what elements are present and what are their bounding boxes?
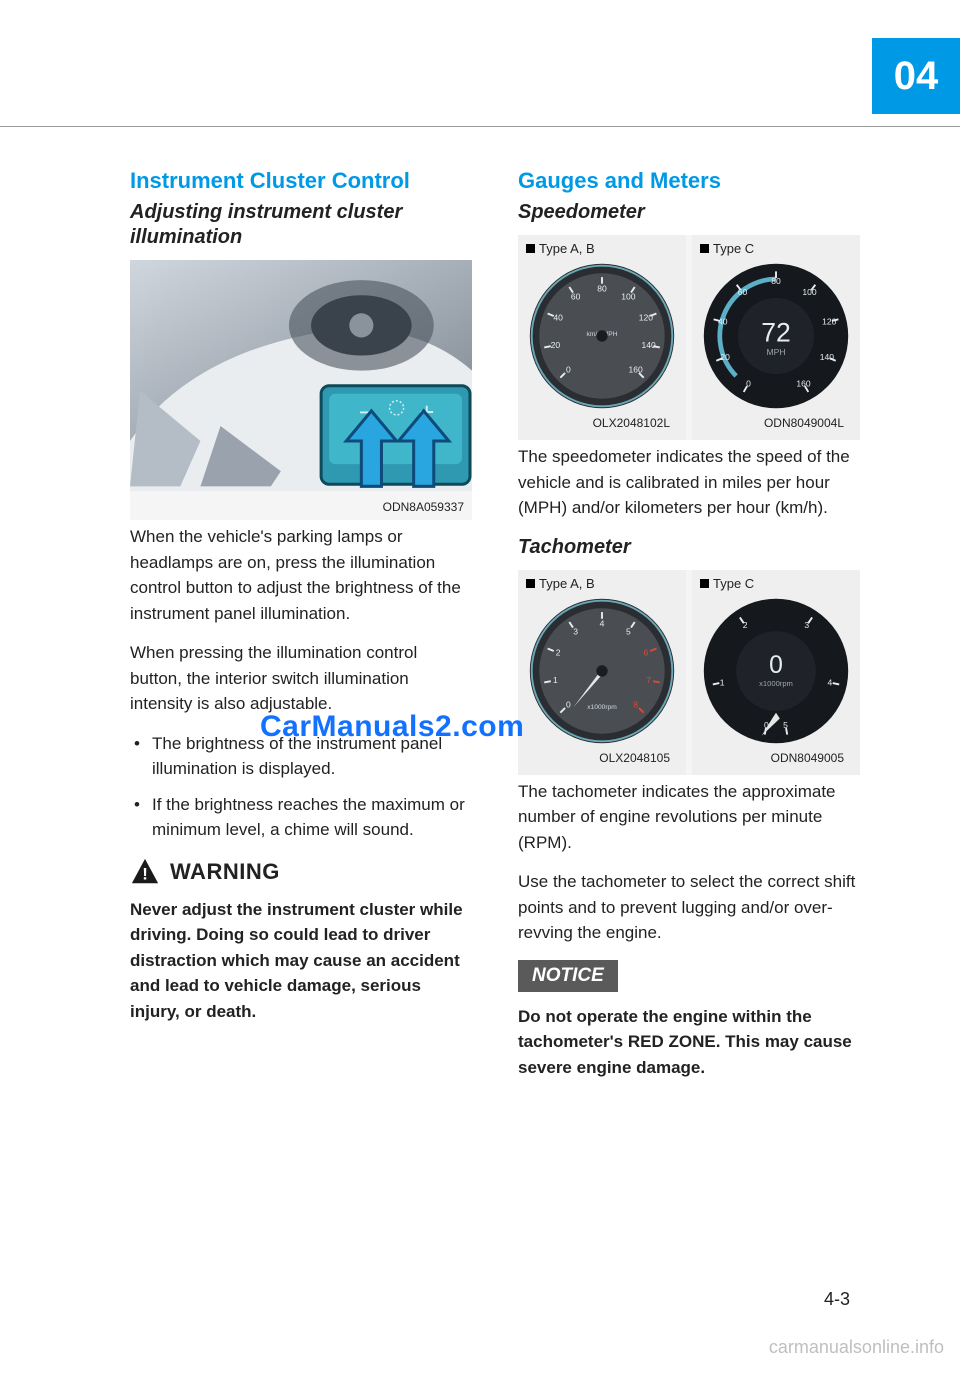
svg-text:100: 100 bbox=[621, 291, 636, 301]
svg-text:160: 160 bbox=[628, 364, 643, 374]
svg-text:40: 40 bbox=[553, 313, 563, 323]
section-heading-right: Gauges and Meters bbox=[518, 168, 860, 194]
paragraph: Use the tachometer to select the correct… bbox=[518, 869, 860, 946]
figure-code: OLX2048102L bbox=[526, 412, 678, 436]
svg-text:!: ! bbox=[142, 864, 148, 883]
tachometer-figure: Type A, B 012345678 x1000rpm OLX2048105 … bbox=[518, 570, 860, 775]
svg-text:160: 160 bbox=[796, 379, 811, 389]
subheading-left: Adjusting instrument cluster illuminatio… bbox=[130, 200, 472, 250]
svg-text:4: 4 bbox=[600, 618, 605, 628]
svg-text:1: 1 bbox=[553, 675, 558, 685]
svg-text:120: 120 bbox=[639, 313, 654, 323]
svg-text:x1000rpm: x1000rpm bbox=[759, 679, 793, 688]
svg-text:72: 72 bbox=[761, 318, 791, 348]
speedometer-gauge-c: 72 MPH 0 20 40 60 80 100 120 140 160 bbox=[700, 260, 852, 412]
svg-text:0: 0 bbox=[769, 651, 783, 678]
svg-text:1: 1 bbox=[720, 677, 725, 687]
svg-text:140: 140 bbox=[820, 352, 835, 362]
watermark-text: CarManuals2.com bbox=[260, 710, 524, 744]
svg-text:80: 80 bbox=[771, 276, 781, 286]
figure-code: ODN8049004L bbox=[700, 412, 852, 436]
chapter-tab: 04 bbox=[872, 38, 960, 114]
svg-text:2: 2 bbox=[743, 620, 748, 630]
paragraph: When pressing the illumination control b… bbox=[130, 640, 472, 717]
svg-text:5: 5 bbox=[626, 626, 631, 636]
paragraph: The speedometer indicates the speed of t… bbox=[518, 444, 860, 521]
warning-title: WARNING bbox=[170, 859, 280, 885]
list-item: If the brightness reaches the maximum or… bbox=[130, 792, 472, 843]
svg-text:0: 0 bbox=[746, 379, 751, 389]
svg-text:20: 20 bbox=[551, 340, 561, 350]
svg-text:80: 80 bbox=[597, 283, 607, 293]
notice-badge: NOTICE bbox=[518, 960, 618, 992]
warning-header: ! WARNING bbox=[130, 857, 472, 887]
speedometer-figure: Type A, B 020406080100120140160 km/h MPH… bbox=[518, 235, 860, 440]
svg-text:7: 7 bbox=[646, 675, 651, 685]
paragraph: The tachometer indicates the approximate… bbox=[518, 779, 860, 856]
svg-text:8: 8 bbox=[633, 699, 638, 709]
bullet-list: The brightness of the instrument panel i… bbox=[130, 731, 472, 843]
tachometer-gauge-c: 0 x1000rpm 012345 bbox=[700, 595, 852, 747]
svg-text:0: 0 bbox=[566, 364, 571, 374]
svg-text:60: 60 bbox=[738, 287, 748, 297]
type-label: Type A, B bbox=[526, 241, 678, 256]
type-label: Type A, B bbox=[526, 576, 678, 591]
tachometer-heading: Tachometer bbox=[518, 535, 860, 560]
paragraph: When the vehicle's parking lamps or head… bbox=[130, 524, 472, 626]
warning-icon: ! bbox=[130, 857, 160, 887]
figure-code: ODN8A059337 bbox=[130, 496, 472, 520]
dashboard-illustration: − + bbox=[130, 260, 472, 491]
svg-text:5: 5 bbox=[783, 720, 788, 730]
svg-text:100: 100 bbox=[802, 287, 817, 297]
svg-text:3: 3 bbox=[573, 626, 578, 636]
svg-text:140: 140 bbox=[641, 340, 656, 350]
svg-text:MPH: MPH bbox=[767, 347, 786, 357]
svg-text:4: 4 bbox=[828, 677, 833, 687]
speedometer-heading: Speedometer bbox=[518, 200, 860, 225]
speedometer-gauge-ab: 020406080100120140160 km/h MPH bbox=[526, 260, 678, 412]
left-column: Instrument Cluster Control Adjusting ins… bbox=[130, 168, 472, 1094]
svg-text:0: 0 bbox=[566, 699, 571, 709]
svg-text:x1000rpm: x1000rpm bbox=[587, 704, 617, 711]
svg-text:60: 60 bbox=[571, 291, 581, 301]
svg-text:40: 40 bbox=[718, 317, 728, 327]
type-label: Type C bbox=[700, 576, 852, 591]
tachometer-gauge-ab: 0 1 2 3 4 5 6 7 8 x1000rpm bbox=[526, 595, 678, 747]
illumination-figure: − + ODN8A059337 bbox=[130, 260, 472, 520]
svg-text:20: 20 bbox=[720, 352, 730, 362]
divider bbox=[0, 126, 960, 127]
type-label: Type C bbox=[700, 241, 852, 256]
warning-text: Never adjust the instrument cluster whil… bbox=[130, 897, 472, 1025]
svg-text:6: 6 bbox=[644, 647, 649, 657]
notice-text: Do not operate the engine within the tac… bbox=[518, 1004, 860, 1081]
page-number: 4-3 bbox=[824, 1289, 850, 1310]
figure-code: OLX2048105 bbox=[526, 747, 678, 771]
footer-text: carmanualsonline.info bbox=[769, 1337, 944, 1358]
svg-text:2: 2 bbox=[556, 647, 561, 657]
right-column: Gauges and Meters Speedometer Type A, B … bbox=[518, 168, 860, 1094]
svg-text:3: 3 bbox=[804, 620, 809, 630]
section-heading-left: Instrument Cluster Control bbox=[130, 168, 472, 194]
svg-text:120: 120 bbox=[822, 317, 837, 327]
figure-code: ODN8049005 bbox=[700, 747, 852, 771]
